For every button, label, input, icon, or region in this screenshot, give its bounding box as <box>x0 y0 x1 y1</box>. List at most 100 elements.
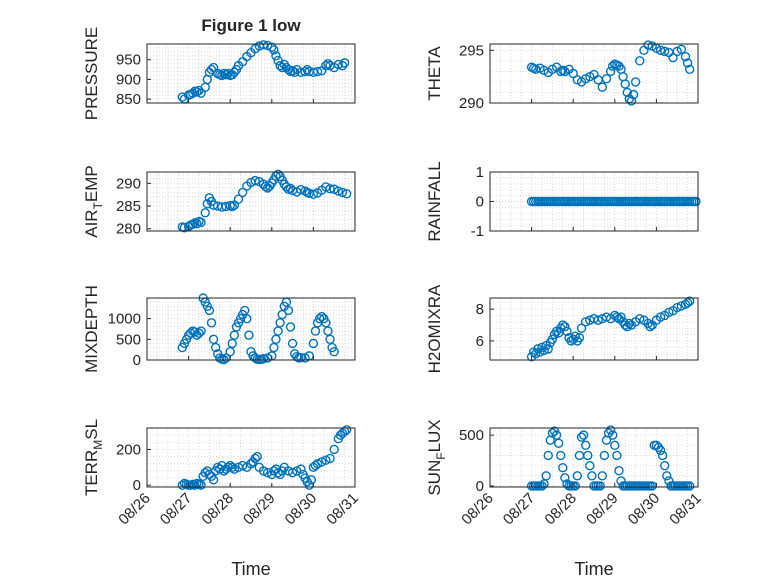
data-point <box>543 344 553 354</box>
data-point <box>622 87 632 98</box>
data-point <box>684 296 695 306</box>
data-point <box>558 320 568 330</box>
data-point <box>657 450 668 461</box>
data-point <box>572 471 583 481</box>
y-tick-label: 8 <box>476 301 484 318</box>
data-point <box>576 323 587 333</box>
data-point <box>308 338 319 349</box>
data-point <box>655 45 666 56</box>
data-point <box>583 450 593 461</box>
data-point <box>635 56 645 66</box>
x-axis-label: Time <box>231 559 270 579</box>
y-axis-label: RAINFALL <box>425 161 444 241</box>
figure-title: Figure 1 low <box>201 16 301 35</box>
data-point <box>605 425 616 435</box>
subplot-theta: 290 295 THETA <box>425 40 699 112</box>
data-point <box>223 68 233 79</box>
data-point <box>574 333 585 343</box>
data-point <box>227 338 237 349</box>
data-point <box>610 440 620 450</box>
data-point <box>310 326 321 336</box>
data-point <box>312 459 323 469</box>
data-point <box>321 318 331 328</box>
data-point <box>553 438 564 448</box>
subplot-h2omixra: 6 8 H2OMIXRA <box>425 284 699 373</box>
y-tick-label: 6 <box>476 333 484 350</box>
data-point <box>190 480 200 490</box>
data-point <box>660 46 670 57</box>
data-point <box>605 66 616 77</box>
y-tick-label: 1 <box>476 164 484 181</box>
data-point <box>269 45 279 55</box>
data-point <box>271 334 281 345</box>
data-point <box>608 430 618 440</box>
data-point <box>325 453 335 464</box>
data-point <box>668 52 678 63</box>
data-point <box>587 471 597 481</box>
data-point <box>262 40 273 51</box>
data-point <box>680 51 691 62</box>
data-point <box>196 480 206 490</box>
data-point <box>535 347 545 357</box>
subplot-air-temp: 280 285 290 AIRTEMP <box>82 165 356 238</box>
y-tick-label: 900 <box>116 71 141 88</box>
data-point <box>306 475 317 485</box>
data-point <box>562 326 572 337</box>
data-point <box>252 451 262 462</box>
y-tick-label: 280 <box>116 221 141 238</box>
y-axis-label: THETA <box>425 46 444 101</box>
data-point <box>258 40 269 50</box>
data-point <box>227 462 237 473</box>
data-point <box>262 467 273 478</box>
data-point <box>601 74 612 84</box>
data-point <box>570 481 580 491</box>
data-point <box>585 460 595 471</box>
data-point <box>250 175 260 186</box>
data-point <box>285 322 296 332</box>
data-point <box>287 338 298 349</box>
data-point <box>614 466 624 476</box>
data-point <box>682 298 693 308</box>
data-point <box>655 445 666 456</box>
data-point <box>223 462 233 473</box>
axes-box <box>489 427 699 488</box>
data-point <box>192 219 202 229</box>
data-point <box>593 315 603 325</box>
y-tick-label: -1 <box>471 223 484 240</box>
data-point <box>227 201 237 212</box>
data-point <box>269 342 279 353</box>
data-point <box>576 432 587 442</box>
data-point <box>643 40 653 50</box>
data-point <box>560 321 570 332</box>
data-point <box>215 353 225 363</box>
data-point <box>240 305 250 316</box>
data-point <box>337 187 348 198</box>
data-point <box>337 60 348 71</box>
data-point <box>196 326 206 336</box>
data-point <box>244 330 254 340</box>
y-tick-label: 290 <box>459 95 484 112</box>
data-point <box>660 460 670 471</box>
axes-box <box>146 297 356 361</box>
y-axis-label: H2OMIXRA <box>425 284 444 373</box>
data-point <box>580 440 591 450</box>
y-tick-label: 0 <box>133 477 141 494</box>
y-axis-label: SUNFLUX <box>425 419 448 495</box>
data-point <box>612 450 622 461</box>
data-point <box>275 60 285 71</box>
data-point <box>317 457 327 467</box>
subplot-pressure: 850 900 950 PRESSURE <box>82 27 356 120</box>
plot-area <box>490 44 698 103</box>
data-point <box>682 58 693 68</box>
y-axis-label: TERRMSL <box>82 419 105 496</box>
data-point <box>608 61 618 71</box>
data-point <box>570 331 580 341</box>
data-point <box>289 67 300 78</box>
subplot-mixdepth: 0 500 1000 MIXDEPTH <box>82 285 356 373</box>
subplot-rainfall: -1 0 1 RAINFALL <box>425 161 701 242</box>
data-point <box>242 313 252 324</box>
data-point <box>556 450 566 461</box>
data-point <box>196 217 206 228</box>
y-tick-label: 200 <box>116 441 141 458</box>
data-point <box>317 311 327 322</box>
